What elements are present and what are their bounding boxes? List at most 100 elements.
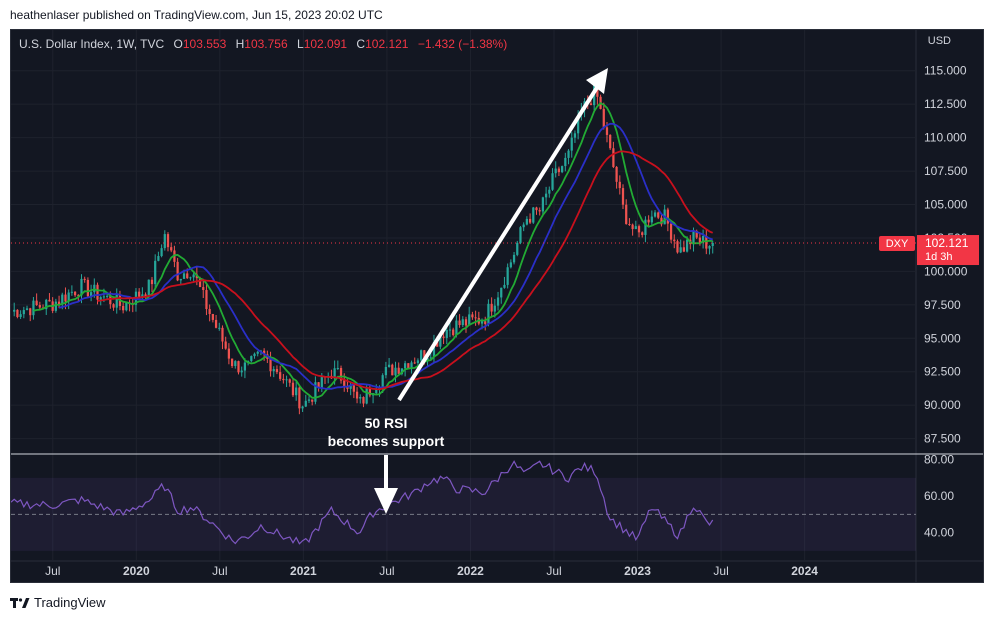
candle bbox=[150, 276, 154, 292]
time-tick-label: Jul bbox=[546, 564, 561, 578]
candle bbox=[609, 134, 612, 150]
candle bbox=[676, 239, 679, 254]
candle-body bbox=[349, 385, 352, 389]
candle bbox=[557, 166, 561, 177]
candle-body bbox=[186, 273, 189, 279]
candle bbox=[461, 316, 464, 328]
candle bbox=[708, 245, 711, 255]
candle-body bbox=[368, 388, 371, 396]
candle-body bbox=[657, 212, 660, 218]
candle-body bbox=[397, 367, 400, 374]
chart-panel[interactable]: 87.500 90.000 92.500 95.000 97.500 100.000 102… bbox=[10, 29, 984, 583]
candle bbox=[13, 302, 16, 317]
candle-body bbox=[500, 287, 503, 298]
candle-body bbox=[64, 294, 67, 302]
candle bbox=[548, 186, 551, 198]
candle bbox=[86, 277, 90, 298]
candle bbox=[500, 287, 503, 304]
candle-body bbox=[679, 247, 682, 253]
candle-body bbox=[275, 369, 279, 373]
candle-body bbox=[666, 209, 669, 224]
candle-body bbox=[519, 227, 522, 243]
candle-body bbox=[282, 378, 285, 381]
candle-body bbox=[695, 230, 698, 238]
candle bbox=[240, 366, 243, 377]
candle bbox=[535, 206, 538, 215]
price-tag-countdown: 1d 3h bbox=[925, 251, 953, 263]
candle-body bbox=[407, 363, 410, 370]
candle bbox=[641, 231, 644, 238]
candle bbox=[125, 301, 128, 312]
candle bbox=[311, 399, 314, 406]
candle-body bbox=[54, 301, 57, 311]
candle bbox=[519, 226, 522, 245]
candle bbox=[573, 130, 577, 143]
candle-body bbox=[506, 267, 509, 285]
candle bbox=[477, 311, 480, 326]
candle bbox=[644, 216, 647, 243]
candle-body bbox=[432, 341, 436, 358]
candle bbox=[80, 274, 83, 304]
candle bbox=[25, 305, 29, 311]
candle-body bbox=[288, 379, 291, 383]
candle bbox=[711, 240, 714, 254]
candle-body bbox=[112, 304, 115, 308]
rsi-tick-label: 40.00 bbox=[924, 526, 954, 540]
time-tick-label: 2021 bbox=[290, 564, 317, 578]
legend-symbol: U.S. Dollar Index, 1W, TVC bbox=[19, 37, 165, 51]
candle-body bbox=[577, 114, 580, 134]
brand-name: TradingView bbox=[34, 595, 106, 610]
candle-body bbox=[618, 181, 621, 189]
candle bbox=[301, 405, 304, 413]
candle-body bbox=[67, 292, 70, 302]
candle bbox=[669, 220, 673, 243]
candle-body bbox=[512, 254, 516, 263]
candle bbox=[154, 254, 157, 290]
candles bbox=[13, 77, 714, 415]
candle-body bbox=[535, 207, 538, 211]
chart-canvas[interactable]: 87.500 90.000 92.500 95.000 97.500 100.000 102… bbox=[11, 30, 983, 582]
price-tick-label: 87.500 bbox=[924, 432, 961, 446]
candle bbox=[67, 289, 70, 310]
candle bbox=[448, 321, 452, 338]
candle bbox=[170, 242, 173, 253]
symbol-tag bbox=[879, 236, 915, 252]
candle-body bbox=[596, 84, 599, 97]
candle-body bbox=[403, 363, 407, 369]
candle-body bbox=[391, 364, 394, 376]
price-tag-value: 102.121 bbox=[925, 236, 969, 250]
candle-body bbox=[170, 247, 173, 251]
candle bbox=[166, 232, 170, 252]
candle-body bbox=[541, 197, 545, 212]
candle-body bbox=[480, 321, 484, 324]
candle-body bbox=[343, 380, 346, 387]
candle-body bbox=[256, 351, 259, 354]
candle-body bbox=[99, 297, 102, 300]
candle bbox=[179, 278, 182, 285]
candle-body bbox=[429, 357, 432, 359]
candle-body bbox=[711, 243, 714, 247]
candle bbox=[279, 365, 282, 381]
candle-body bbox=[154, 260, 157, 285]
candle bbox=[554, 161, 557, 178]
candle-body bbox=[605, 127, 609, 135]
price-tick-label: 100.000 bbox=[924, 264, 968, 278]
trend-arrow-head bbox=[586, 68, 608, 94]
candle bbox=[208, 304, 211, 322]
candle bbox=[355, 387, 359, 404]
tradingview-brand[interactable]: TradingView bbox=[10, 595, 106, 610]
candle-body bbox=[455, 320, 458, 336]
candle bbox=[602, 102, 605, 130]
candle bbox=[621, 184, 625, 210]
candle-body bbox=[355, 391, 359, 399]
legend-low-value: 102.091 bbox=[303, 37, 348, 51]
candle bbox=[509, 259, 512, 269]
candle-body bbox=[490, 303, 493, 312]
candle-body bbox=[532, 207, 535, 223]
candle-body bbox=[436, 341, 439, 347]
candle bbox=[432, 334, 436, 363]
legend-high-value: 103.756 bbox=[244, 37, 288, 51]
rsi-tick-label: 80.00 bbox=[924, 453, 954, 467]
candle-body bbox=[25, 308, 29, 311]
price-tick-label: 115.000 bbox=[924, 64, 967, 78]
